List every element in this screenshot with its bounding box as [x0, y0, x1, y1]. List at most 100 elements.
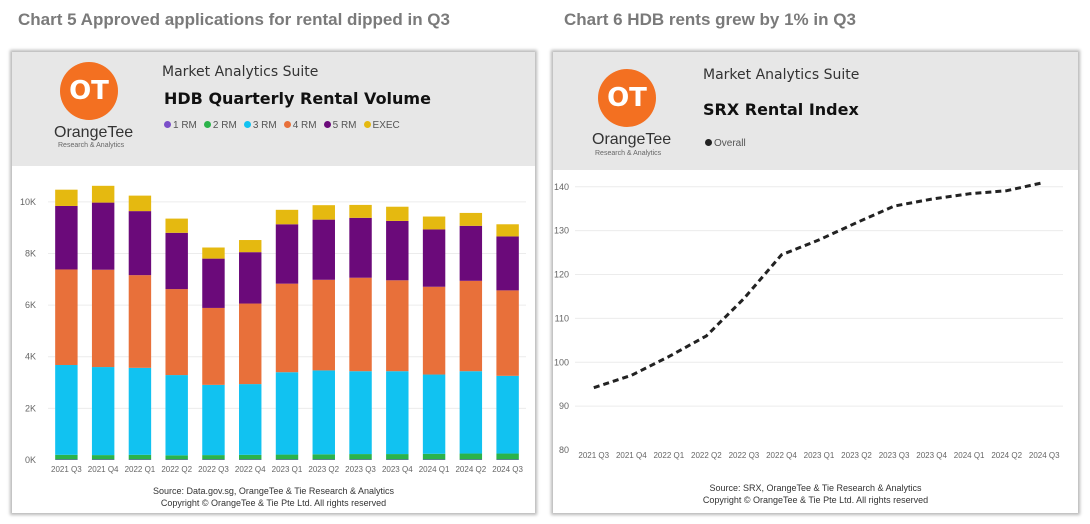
bar-segment[interactable]: [496, 290, 519, 376]
bar-segment[interactable]: [55, 205, 78, 270]
bar-segment[interactable]: [422, 216, 446, 230]
bar-segment[interactable]: [239, 384, 262, 455]
bar-segment[interactable]: [312, 459, 335, 460]
bar-segment[interactable]: [275, 459, 299, 460]
bar-segment[interactable]: [386, 371, 409, 455]
bar-segment[interactable]: [496, 224, 519, 237]
bar-segment[interactable]: [55, 189, 78, 206]
bar-segment[interactable]: [128, 367, 152, 455]
bar-segment[interactable]: [239, 252, 262, 304]
bar-segment[interactable]: [422, 286, 446, 375]
legend-item[interactable]: 5 RM: [323, 120, 357, 131]
bar-segment[interactable]: [349, 371, 372, 455]
bar-segment[interactable]: [202, 459, 225, 460]
legend-item[interactable]: Overall: [705, 138, 746, 149]
bar-segment[interactable]: [275, 209, 299, 225]
bar-segment[interactable]: [128, 211, 152, 276]
bar-segment[interactable]: [496, 236, 519, 291]
bar-segment[interactable]: [459, 225, 483, 281]
bar-segment[interactable]: [128, 459, 152, 460]
bar-segment[interactable]: [239, 303, 262, 385]
bar-segment[interactable]: [496, 453, 519, 460]
bar-segment[interactable]: [312, 370, 335, 455]
bar-segment[interactable]: [386, 454, 409, 460]
bar-segment[interactable]: [202, 258, 225, 308]
bar-segment[interactable]: [165, 232, 188, 290]
legend-item[interactable]: 4 RM: [283, 120, 317, 131]
bar-segment[interactable]: [312, 454, 335, 460]
legend-item[interactable]: 3 RM: [243, 120, 277, 131]
bar-segment[interactable]: [165, 459, 188, 460]
data-point[interactable]: [930, 197, 934, 201]
bar-segment[interactable]: [91, 185, 115, 203]
bar-segment[interactable]: [459, 212, 483, 226]
bar-segment[interactable]: [422, 453, 446, 460]
bar-segment[interactable]: [239, 459, 262, 460]
data-point[interactable]: [704, 334, 708, 338]
bar-segment[interactable]: [165, 218, 188, 233]
bar-segment[interactable]: [55, 269, 78, 365]
bar-segment[interactable]: [422, 229, 446, 287]
bar-segment[interactable]: [202, 455, 225, 460]
bar-segment[interactable]: [202, 247, 225, 259]
bar-segment[interactable]: [275, 224, 299, 284]
bar-segment[interactable]: [496, 375, 519, 454]
bar-segment[interactable]: [239, 240, 262, 253]
data-point[interactable]: [967, 192, 971, 196]
bar-segment[interactable]: [55, 459, 78, 460]
bar-segment[interactable]: [55, 364, 78, 455]
bar-segment[interactable]: [349, 277, 372, 372]
bar-segment[interactable]: [459, 280, 483, 372]
bar-segment[interactable]: [128, 454, 152, 460]
bar-segment[interactable]: [386, 220, 409, 281]
y-tick-label: 90: [559, 401, 569, 411]
bar-segment[interactable]: [128, 275, 152, 368]
bar-segment[interactable]: [275, 454, 299, 460]
bar-segment[interactable]: [349, 204, 372, 218]
bar-segment[interactable]: [165, 455, 188, 460]
data-point[interactable]: [855, 221, 859, 225]
bar-segment[interactable]: [312, 279, 335, 371]
bar-segment[interactable]: [459, 459, 483, 460]
bar-segment[interactable]: [459, 371, 483, 454]
bar-segment[interactable]: [275, 372, 299, 455]
bar-segment[interactable]: [349, 459, 372, 460]
bar-segment[interactable]: [128, 195, 152, 212]
data-point[interactable]: [667, 355, 671, 359]
legend-item[interactable]: EXEC: [363, 120, 400, 131]
bar-segment[interactable]: [91, 367, 115, 456]
bar-segment[interactable]: [165, 375, 188, 456]
bar-segment[interactable]: [459, 453, 483, 460]
bar-segment[interactable]: [239, 454, 262, 460]
bar-segment[interactable]: [202, 384, 225, 456]
bar-segment[interactable]: [422, 459, 446, 460]
legend-item[interactable]: 2 RM: [203, 120, 237, 131]
data-point[interactable]: [892, 204, 896, 208]
bar-segment[interactable]: [386, 280, 409, 372]
bar-segment[interactable]: [386, 459, 409, 460]
data-point[interactable]: [1042, 180, 1046, 184]
bar-segment[interactable]: [349, 217, 372, 278]
bar-segment[interactable]: [91, 459, 115, 460]
bar-segment[interactable]: [349, 454, 372, 460]
bar-segment[interactable]: [55, 454, 78, 460]
bar-segment[interactable]: [496, 459, 519, 460]
bar-segment[interactable]: [312, 219, 335, 280]
data-point[interactable]: [742, 297, 746, 301]
legend-item[interactable]: 1 RM: [164, 120, 197, 131]
bar-segment[interactable]: [91, 455, 115, 460]
bar-segment[interactable]: [422, 374, 446, 454]
bar-segment[interactable]: [275, 283, 299, 373]
data-point[interactable]: [779, 253, 783, 257]
bar-segment[interactable]: [386, 206, 409, 221]
data-point[interactable]: [1005, 189, 1009, 193]
data-point[interactable]: [817, 238, 821, 242]
bar-segment[interactable]: [312, 205, 335, 220]
data-point[interactable]: [592, 386, 596, 390]
bar-segment[interactable]: [165, 289, 188, 376]
bar-segment[interactable]: [91, 202, 115, 270]
bar-segment[interactable]: [202, 307, 225, 385]
bar-segment[interactable]: [91, 269, 115, 368]
data-point[interactable]: [629, 373, 633, 377]
series-line[interactable]: [593, 180, 1045, 390]
